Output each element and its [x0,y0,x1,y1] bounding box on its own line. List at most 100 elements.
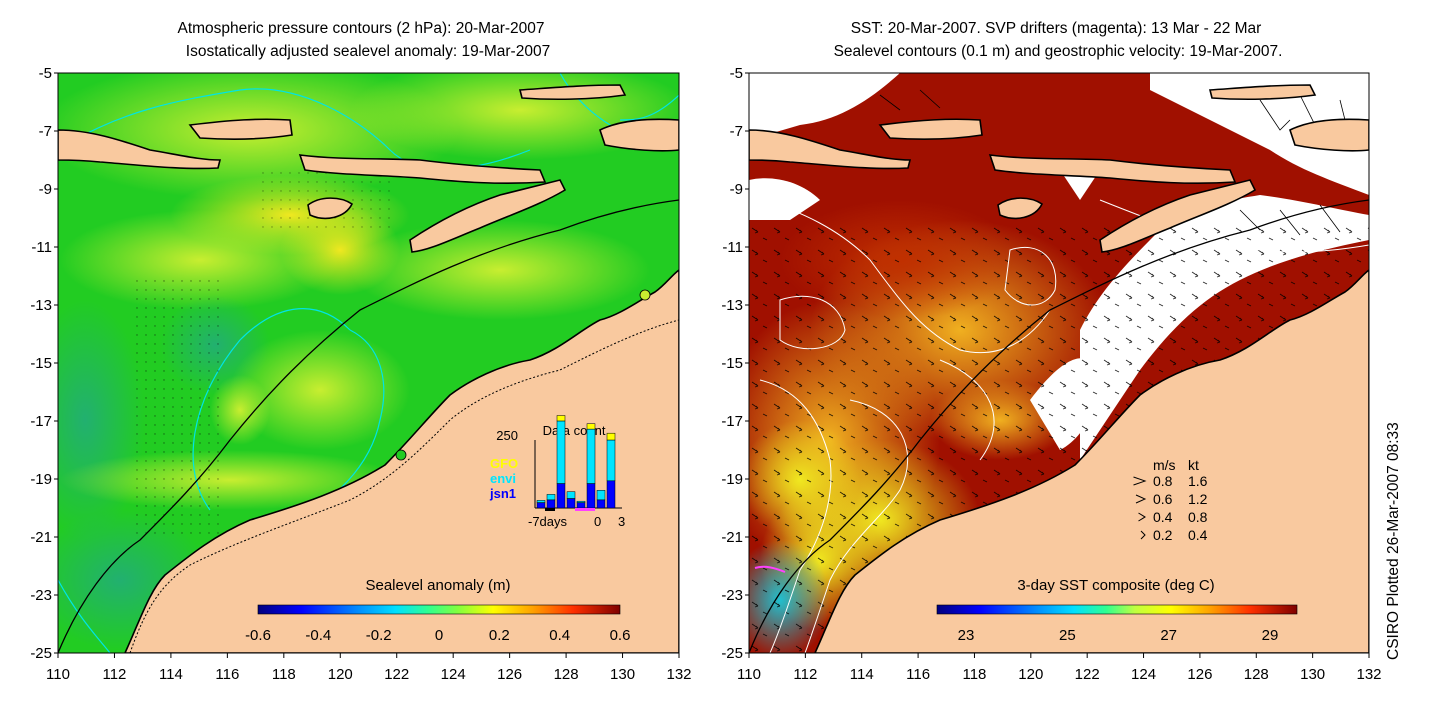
inset-bar-envi [546,494,556,501]
inset-bar-jsn1 [586,483,596,509]
inset-timeline-past [545,508,555,511]
land-left [58,84,679,653]
right-title-line1: SST: 20-Mar-2007. SVP drifters (magenta)… [851,20,1262,37]
legend-ms-value: 0.4 [1153,509,1173,525]
right-xtick-label: 118 [962,666,986,683]
legend-ms-value: 0.6 [1153,491,1173,507]
inset-bar-jsn1 [546,499,556,509]
right-ytick-label: -11 [722,239,743,256]
left-xtick-label: 114 [159,666,183,683]
left-colorbar-tick-label: 0.2 [489,627,510,644]
inset-bar-envi [566,491,576,499]
right-colorbar-tick-label: 27 [1160,627,1177,644]
velocity-legend-rows: 0.8 1.6 0.6 1.2 0.4 0.8 0.2 0.4 [1133,473,1208,543]
right-colorbar-ticks: 23 25 27 29 [958,627,1279,644]
inset-bar-envi [596,490,606,501]
left-colorbar-tick-label: 0.4 [549,627,570,644]
credit-text: CSIRO Plotted 26-Mar-2007 08:33 [1385,422,1402,660]
left-ytick-label: -19 [30,471,52,488]
left-colorbar-tick-label: -0.4 [305,627,331,644]
legend-arrow-glyph [1140,530,1146,540]
left-ytick-label: -25 [30,645,52,662]
right-colorbar-tick-label: 29 [1262,627,1279,644]
legend-kt-value: 1.6 [1188,473,1208,489]
right-ytick-label: -7 [730,123,743,140]
legend-arrow-glyph [1138,512,1146,522]
left-xtick-label: 130 [610,666,635,683]
right-xtick-label: 110 [737,666,761,683]
inset-bar-gfo [586,423,596,430]
australia-landmass [124,269,679,653]
inset-bar-jsn1 [596,499,606,509]
legend-header-ms: m/s [1153,457,1176,473]
inset-ylabel: 250 [496,428,518,443]
right-ytick-label: -19 [721,471,743,488]
left-ytick-label: -7 [39,123,52,140]
tide-gauge-marker [639,289,651,301]
shelf-contour [129,319,679,653]
right-ytick-label: -13 [721,297,743,314]
island-north [1208,84,1317,101]
axis-labels: 110 112 114 116 118 120 122 124 126 128 130 132 -5 -7… [30,65,1381,683]
left-xtick-label: 116 [215,666,239,683]
left-title-line2: Isostatically adjusted sealevel anomaly:… [186,43,550,60]
island-bali-lombok [878,118,983,141]
left-xtick-label: 128 [554,666,579,683]
island-north2 [599,118,679,152]
isobath [58,199,679,653]
right-map-panel: SST: 20-Mar-2007. SVP drifters (magenta)… [748,20,1370,654]
legend-envi: envi [490,471,516,486]
right-xtick-label: 130 [1300,666,1325,683]
left-ytick-label: -9 [39,181,52,198]
left-ytick-label: -23 [30,587,52,604]
inset-bar-gfo [606,432,616,441]
right-colorbar-tick-label: 25 [1059,627,1076,644]
inset-bar-jsn1 [536,502,546,509]
inset-xlabel-end: 3 [618,514,625,529]
legend-header-kt: kt [1188,457,1199,473]
island-java [58,129,222,170]
left-xtick-label: 112 [102,666,126,683]
left-ytick-label: -21 [30,529,52,546]
legend-arrow-glyph [1135,494,1147,504]
australia-landmass [814,269,1369,653]
sla-blob [350,220,650,320]
right-ytick-label: -23 [721,587,743,604]
right-xtick-label: 116 [906,666,930,683]
right-xtick-label: 124 [1131,666,1156,683]
velocity-legend: m/s kt 0.8 1.6 0.6 1.2 0.4 0.8 0.2 0.4 [1133,457,1208,543]
left-colorbar-ticks: -0.6 -0.4 -0.2 0 0.2 0.4 0.6 [245,627,630,644]
left-colorbar-tick-label: -0.2 [366,627,392,644]
right-ytick-label: -5 [730,65,743,82]
left-title-line1: Atmospheric pressure contours (2 hPa): 2… [178,20,545,37]
right-xtick-label: 112 [793,666,817,683]
right-ytick-label: -15 [721,355,743,372]
left-xtick-label: 120 [328,666,353,683]
inset-xlabel-start: -7days [528,514,568,529]
inset-bar-envi [606,439,616,482]
left-map-panel: Atmospheric pressure contours (2 hPa): 2… [57,20,680,654]
right-colorbar-tick-label: 23 [958,627,975,644]
left-xtick-label: 110 [46,666,70,683]
isobath [749,199,1369,653]
island-bali-lombok [188,118,293,141]
left-xtick-label: 122 [384,666,409,683]
left-colorbar-ramp [257,604,621,615]
left-colorbar: Sealevel anomaly (m) -0.6 -0.4 -0.2 0 0.2 0.4… [245,577,630,644]
left-colorbar-label: Sealevel anomaly (m) [365,577,510,594]
island-java [749,129,912,170]
left-xtick-label: 124 [441,666,466,683]
left-xtick-label: 118 [272,666,296,683]
tide-gauge-marker [395,449,407,461]
island-sumba [997,197,1044,220]
right-colorbar-label: 3-day SST composite (deg C) [1017,577,1214,594]
right-ytick-label: -21 [721,529,743,546]
island-north [518,84,627,101]
inset-bar-jsn1 [556,483,566,509]
left-ytick-label: -13 [30,297,52,314]
inset-bar-jsn1 [576,502,586,509]
left-xtick-label: 126 [497,666,522,683]
left-colorbar-tick-label: 0 [435,627,443,644]
right-xtick-label: 120 [1018,666,1043,683]
inset-bar-jsn1 [566,498,576,509]
